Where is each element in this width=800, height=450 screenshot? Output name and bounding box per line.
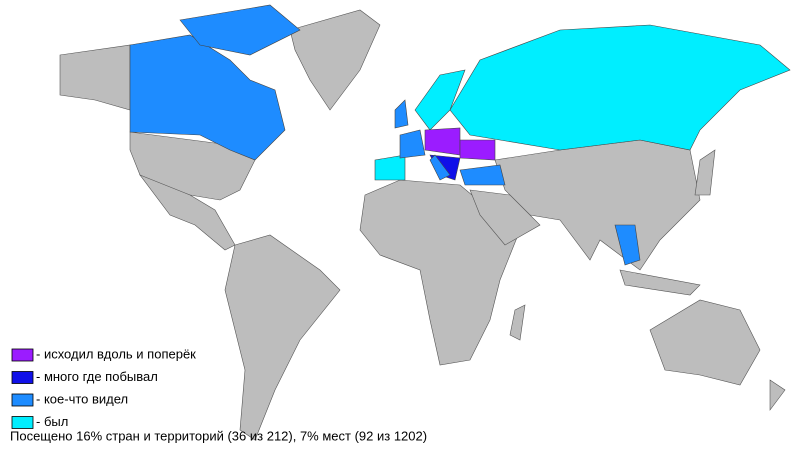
legend-swatch bbox=[11, 348, 34, 362]
ukraine bbox=[459, 139, 496, 161]
madagascar bbox=[509, 304, 526, 341]
central-america bbox=[139, 174, 236, 251]
legend-swatch bbox=[11, 416, 34, 429]
japan bbox=[694, 149, 716, 196]
spain bbox=[374, 154, 406, 181]
italy bbox=[429, 154, 451, 181]
uk bbox=[394, 99, 409, 129]
scandinavia bbox=[414, 69, 466, 131]
france bbox=[399, 129, 426, 159]
visited bbox=[129, 4, 791, 266]
africa bbox=[359, 179, 521, 366]
new-zealand bbox=[769, 379, 786, 411]
legend-swatch bbox=[11, 393, 34, 407]
legend-swatch bbox=[11, 371, 34, 384]
footer: Посещено 16% стран и территорий (36 из 2… bbox=[10, 428, 427, 443]
legend: - исходил вдоль и поперёк - много где поб… bbox=[11, 346, 196, 429]
indonesia bbox=[619, 269, 701, 296]
canada-islands bbox=[179, 4, 301, 56]
arabia bbox=[469, 189, 541, 246]
legend-label: - кое-что видел bbox=[36, 391, 128, 406]
south-america bbox=[224, 234, 341, 441]
canada bbox=[129, 34, 286, 161]
greenland bbox=[289, 9, 381, 111]
land bbox=[59, 9, 786, 441]
legend-label: - исходил вдоль и поперёк bbox=[36, 346, 196, 361]
russia bbox=[449, 24, 791, 151]
thailand bbox=[614, 224, 641, 266]
legend-label: - много где побывал bbox=[36, 369, 158, 384]
turkey bbox=[459, 164, 506, 186]
asia bbox=[494, 139, 701, 271]
australia bbox=[649, 299, 761, 386]
central-europe bbox=[424, 127, 461, 156]
alaska bbox=[59, 44, 131, 111]
legend-label: - был bbox=[36, 414, 68, 429]
